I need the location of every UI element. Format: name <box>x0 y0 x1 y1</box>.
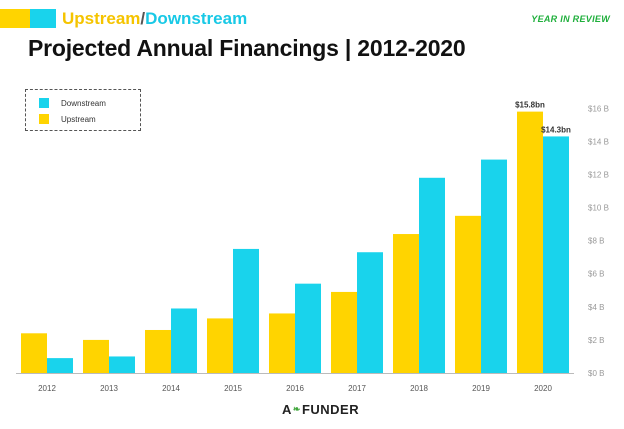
data-label-upstream: $15.8bn <box>515 101 545 110</box>
bar-downstream-2012 <box>47 358 73 373</box>
bar-upstream-2015 <box>207 318 233 373</box>
y-tick-label: $4 B <box>588 303 604 312</box>
y-tick-label: $8 B <box>588 237 604 246</box>
legend-item-upstream: Upstream <box>39 114 96 124</box>
x-tick-label: 2016 <box>286 384 304 393</box>
logo-text-funder: FUNDER <box>301 402 360 417</box>
y-tick-label: $0 B <box>588 369 604 378</box>
bar-downstream-2020 <box>543 136 569 373</box>
bar-upstream-2016 <box>269 313 295 373</box>
logo-text-a: A <box>282 402 292 417</box>
subtitle-downstream: Downstream <box>145 9 248 28</box>
header-subtitle: Upstream/Downstream <box>62 8 247 29</box>
bar-downstream-2019 <box>481 159 507 373</box>
bar-downstream-2016 <box>295 283 321 373</box>
bar-upstream-2013 <box>83 339 109 373</box>
x-tick-label: 2012 <box>38 384 56 393</box>
y-tick-label: $12 B <box>588 170 609 179</box>
legend-item-downstream: Downstream <box>39 98 106 108</box>
y-tick-label: $14 B <box>588 137 609 146</box>
bar-upstream-2017 <box>331 291 357 373</box>
bar-downstream-2015 <box>233 248 259 373</box>
data-label-downstream: $14.3bn <box>541 125 571 134</box>
x-tick-label: 2020 <box>534 384 552 393</box>
y-tick-label: $16 B <box>588 104 609 113</box>
y-tick-label: $2 B <box>588 336 604 345</box>
legend-label-downstream: Downstream <box>61 98 106 108</box>
x-tick-label: 2019 <box>472 384 490 393</box>
y-tick-label: $10 B <box>588 204 609 213</box>
subtitle-separator: / <box>140 9 146 28</box>
chart-legend: Downstream Upstream <box>25 89 141 131</box>
leaf-icon: ❧ <box>292 404 301 414</box>
y-tick-label: $6 B <box>588 270 604 279</box>
bar-downstream-2017 <box>357 252 383 373</box>
header-cyan-block <box>30 9 56 28</box>
bar-upstream-2012 <box>21 333 47 373</box>
bar-upstream-2018 <box>393 234 419 373</box>
bar-upstream-2019 <box>455 215 481 373</box>
chart-title: Projected Annual Financings | 2012-2020 <box>28 35 466 61</box>
x-tick-label: 2014 <box>162 384 180 393</box>
x-tick-label: 2015 <box>224 384 242 393</box>
x-tick-label: 2013 <box>100 384 118 393</box>
bar-upstream-2014 <box>145 329 171 373</box>
x-tick-label: 2018 <box>410 384 428 393</box>
legend-swatch-upstream <box>39 114 49 124</box>
subtitle-upstream: Upstream <box>62 9 141 28</box>
bar-downstream-2013 <box>109 356 135 373</box>
bar-downstream-2018 <box>419 177 445 373</box>
legend-swatch-downstream <box>39 98 49 108</box>
legend-label-upstream: Upstream <box>61 114 96 124</box>
year-in-review-tag: YEAR IN REVIEW <box>531 14 610 24</box>
bar-downstream-2014 <box>171 308 197 373</box>
x-tick-label: 2017 <box>348 384 366 393</box>
bar-upstream-2020 <box>517 111 543 374</box>
header-yellow-block <box>0 9 30 28</box>
agfunder-logo: A ❧ FUNDER <box>282 402 359 417</box>
